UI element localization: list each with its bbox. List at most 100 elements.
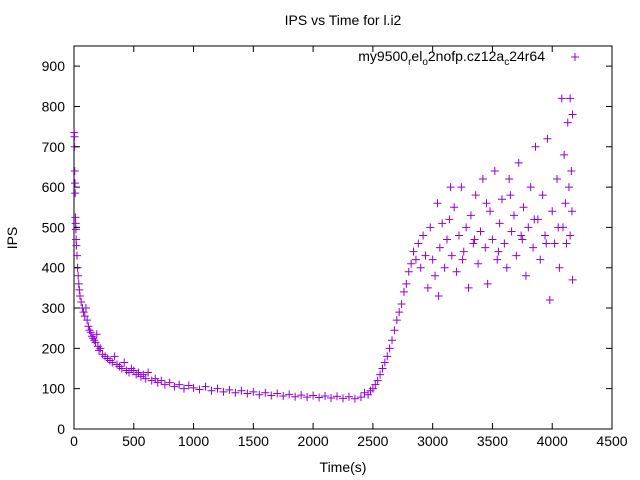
data-point: [315, 393, 324, 402]
x-tick-label: 2500: [357, 433, 388, 449]
data-point: [531, 142, 540, 151]
data-point: [378, 364, 387, 373]
data-point: [153, 378, 162, 387]
legend: my9500relo2nofp.cz12ac24r64: [358, 48, 579, 68]
data-point: [279, 391, 288, 400]
data-point: [555, 263, 564, 272]
data-point: [339, 394, 347, 403]
x-tick-label: 1000: [178, 433, 209, 449]
data-point: [243, 389, 252, 398]
data-point: [554, 223, 563, 232]
data-point: [75, 291, 84, 300]
data-point: [514, 158, 523, 167]
data-point: [438, 219, 447, 228]
data-point: [70, 132, 79, 141]
data-point: [536, 255, 545, 264]
data-point: [538, 191, 547, 200]
data-point: [255, 390, 264, 399]
y-tick-label: 700: [42, 139, 66, 155]
data-point: [75, 285, 84, 294]
data-point: [309, 391, 318, 400]
data-point: [157, 376, 166, 385]
data-point: [175, 380, 184, 389]
data-point: [86, 328, 95, 337]
data-point: [566, 231, 575, 240]
data-point: [71, 189, 80, 198]
data-point: [507, 227, 516, 236]
data-point: [545, 295, 554, 304]
data-point: [84, 322, 93, 331]
data-point: [509, 211, 518, 220]
data-point: [385, 344, 394, 353]
data-point: [502, 263, 511, 272]
data-point: [521, 271, 530, 280]
x-tick-label: 0: [70, 433, 78, 449]
x-tick-label: 3000: [417, 433, 448, 449]
data-point: [390, 326, 399, 335]
data-point: [179, 384, 188, 393]
data-point: [458, 255, 467, 264]
plot-border: [73, 45, 613, 430]
data-point: [402, 279, 411, 288]
data-point: [189, 383, 198, 392]
data-point: [120, 358, 129, 367]
data-point: [567, 166, 576, 175]
data-point: [483, 279, 492, 288]
y-tick-label: 400: [42, 260, 66, 276]
data-point: [543, 134, 552, 143]
data-point: [550, 239, 559, 248]
data-point: [426, 223, 435, 232]
data-point: [399, 287, 408, 296]
data-point: [360, 388, 369, 397]
data-point: [184, 381, 193, 390]
data-point: [297, 391, 306, 400]
data-point: [144, 368, 153, 377]
data-point: [364, 390, 373, 399]
data-point: [368, 384, 377, 393]
data-point: [452, 267, 461, 276]
data-point: [85, 326, 94, 335]
data-point: [165, 378, 174, 387]
data-point: [517, 231, 526, 240]
data-point: [495, 219, 504, 228]
data-point: [376, 370, 385, 379]
data-point: [434, 291, 443, 300]
data-point: [445, 215, 454, 224]
data-point: [440, 263, 449, 272]
data-point: [414, 239, 423, 248]
data-point: [249, 387, 258, 396]
data-point: [383, 352, 392, 361]
data-point: [482, 199, 491, 208]
data-point: [411, 255, 420, 264]
data-point: [506, 191, 515, 200]
data-point: [72, 241, 81, 250]
data-point: [96, 344, 105, 353]
data-point: [70, 179, 79, 188]
data-point: [404, 267, 413, 276]
data-point: [419, 231, 428, 240]
y-tick-label: 800: [42, 98, 66, 114]
data-point: [350, 394, 359, 403]
data-point: [431, 271, 440, 280]
data-point: [512, 251, 521, 260]
data-point: [388, 336, 397, 345]
data-point: [568, 275, 577, 284]
data-point: [561, 199, 570, 208]
data-point: [518, 235, 527, 244]
data-point: [469, 239, 478, 248]
data-point: [87, 332, 96, 341]
data-point: [201, 382, 210, 391]
data-point: [261, 388, 270, 397]
data-point: [108, 358, 117, 367]
data-point: [373, 376, 382, 385]
y-tick-label: 600: [42, 179, 66, 195]
data-point: [481, 243, 490, 252]
data-points: [70, 94, 577, 403]
data-point: [110, 352, 119, 361]
data-point: [493, 255, 502, 264]
data-point: [91, 338, 100, 347]
data-point: [89, 334, 98, 343]
data-point: [77, 298, 86, 307]
data-point: [392, 316, 401, 325]
data-point: [219, 387, 228, 396]
